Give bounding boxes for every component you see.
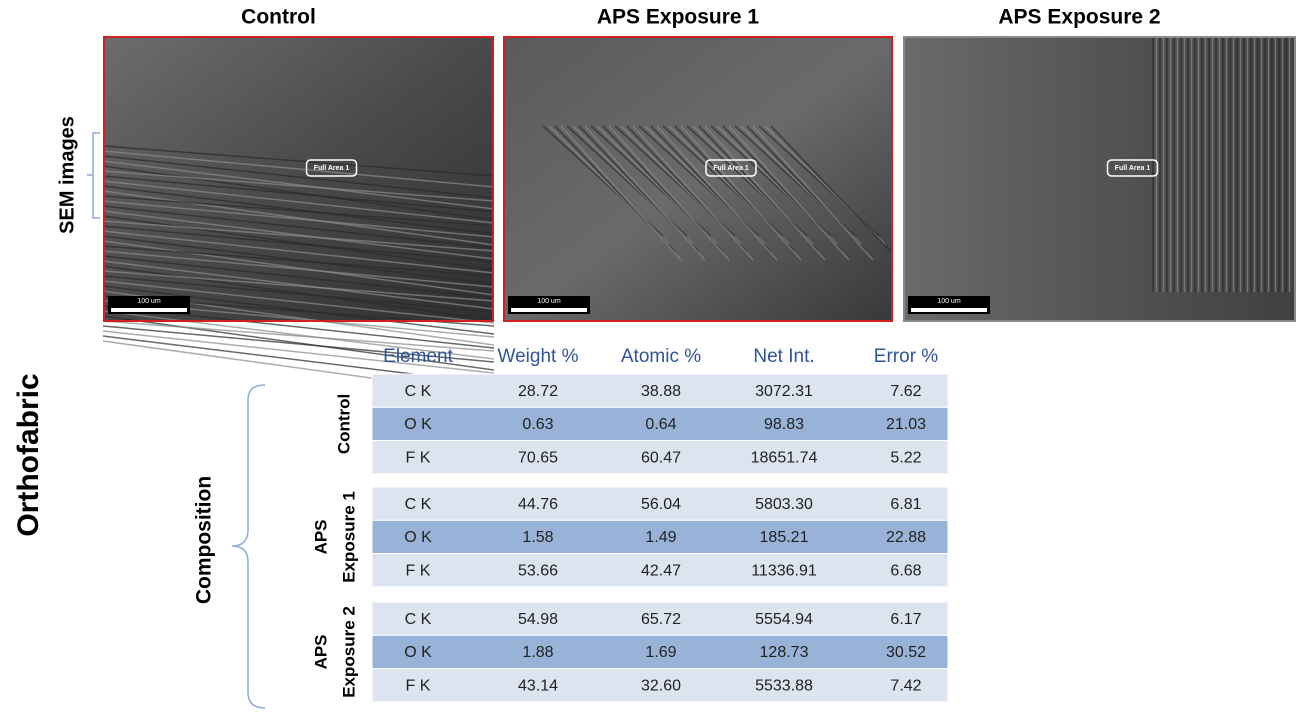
- table-cell: 53.66: [518, 562, 558, 579]
- table-cell: 128.73: [760, 644, 809, 661]
- table-cell: 18651.74: [751, 449, 818, 466]
- table-cell: 5803.30: [755, 496, 813, 513]
- table-cell: 70.65: [518, 449, 558, 466]
- scale-bar-label: 100 um: [137, 298, 161, 305]
- table-cell: 1.69: [645, 644, 676, 661]
- table-cell: 28.72: [518, 383, 558, 400]
- table-cell: 5.22: [890, 449, 921, 466]
- table-cell: 42.47: [641, 562, 681, 579]
- table-cell: 98.83: [764, 416, 804, 433]
- table-cell: 38.88: [641, 383, 681, 400]
- group-label: Exposure 1: [339, 491, 358, 583]
- table-cell: 6.17: [890, 611, 921, 628]
- table-cell: 21.03: [886, 416, 926, 433]
- table-cell: 32.60: [641, 677, 681, 694]
- scale-bar: [911, 308, 987, 312]
- table-cell: C K: [405, 611, 432, 628]
- table-cell: 60.47: [641, 449, 681, 466]
- region-label: Full Area 1: [1115, 165, 1151, 172]
- column-title: Control: [241, 6, 316, 29]
- table-cell: 6.81: [890, 496, 921, 513]
- table-cell: 43.14: [518, 677, 558, 694]
- scale-bar: [111, 308, 187, 312]
- table-header: Weight %: [498, 346, 579, 367]
- table-cell: 7.62: [890, 383, 921, 400]
- table-cell: 11336.91: [751, 562, 817, 579]
- column-title: APS Exposure 1: [597, 6, 760, 29]
- composition-label: Composition: [193, 476, 216, 604]
- table-cell: F K: [406, 677, 431, 694]
- table-cell: 44.76: [518, 496, 558, 513]
- table-cell: 1.58: [522, 529, 553, 546]
- table-header: Element: [383, 346, 453, 367]
- scale-bar-label: 100 um: [537, 298, 561, 305]
- table-cell: 0.64: [645, 416, 676, 433]
- scale-bar-label: 100 um: [937, 298, 961, 305]
- column-title: APS Exposure 2: [998, 6, 1160, 29]
- table-cell: 56.04: [641, 496, 681, 513]
- table-cell: O K: [404, 416, 432, 433]
- table-cell: 1.49: [645, 529, 676, 546]
- table-cell: 54.98: [518, 611, 558, 628]
- sem-bracket: [87, 133, 100, 218]
- scale-bar: [511, 308, 587, 312]
- table-cell: 185.21: [760, 529, 809, 546]
- sem-image: Full Area 1 100 um: [903, 36, 1296, 322]
- sem-image: Full Area 1 100 um: [503, 36, 893, 322]
- group-label: APS: [311, 634, 330, 669]
- table-cell: 30.52: [886, 644, 926, 661]
- group-label: APS: [311, 519, 330, 554]
- table-header: Net Int.: [753, 346, 814, 367]
- figure: Control APS Exposure 1 APS Exposure 2 Full …: [0, 0, 1306, 712]
- table-cell: 5533.88: [755, 677, 813, 694]
- table-cell: 0.63: [522, 416, 553, 433]
- table-cell: O K: [404, 644, 432, 661]
- table-cell: 1.88: [522, 644, 553, 661]
- table-cell: 5554.94: [755, 611, 813, 628]
- table-cell: 6.68: [890, 562, 921, 579]
- image-background: [103, 36, 494, 322]
- table-cell: 65.72: [641, 611, 681, 628]
- table-cell: 7.42: [890, 677, 921, 694]
- table-header: Atomic %: [621, 346, 701, 367]
- composition-brace: [232, 385, 265, 708]
- group-label: Control: [334, 394, 353, 454]
- sample-label: Orthofabric: [12, 373, 45, 536]
- table-cell: F K: [406, 562, 431, 579]
- group-label: Exposure 2: [339, 606, 358, 698]
- table-cell: 3072.31: [755, 383, 813, 400]
- table-header: Error %: [874, 346, 939, 367]
- region-label: Full Area 1: [713, 165, 749, 172]
- page: {"column_titles": ["Control", "APS Expos…: [0, 0, 1306, 712]
- table-cell: C K: [405, 496, 432, 513]
- table-cell: 22.88: [886, 529, 926, 546]
- table-cell: O K: [404, 529, 432, 546]
- table-cell: F K: [406, 449, 431, 466]
- sem-image: Full Area 1 100 um: [103, 36, 494, 395]
- sem-label: SEM images: [56, 116, 78, 234]
- region-label: Full Area 1: [314, 165, 350, 172]
- table-cell: C K: [405, 383, 432, 400]
